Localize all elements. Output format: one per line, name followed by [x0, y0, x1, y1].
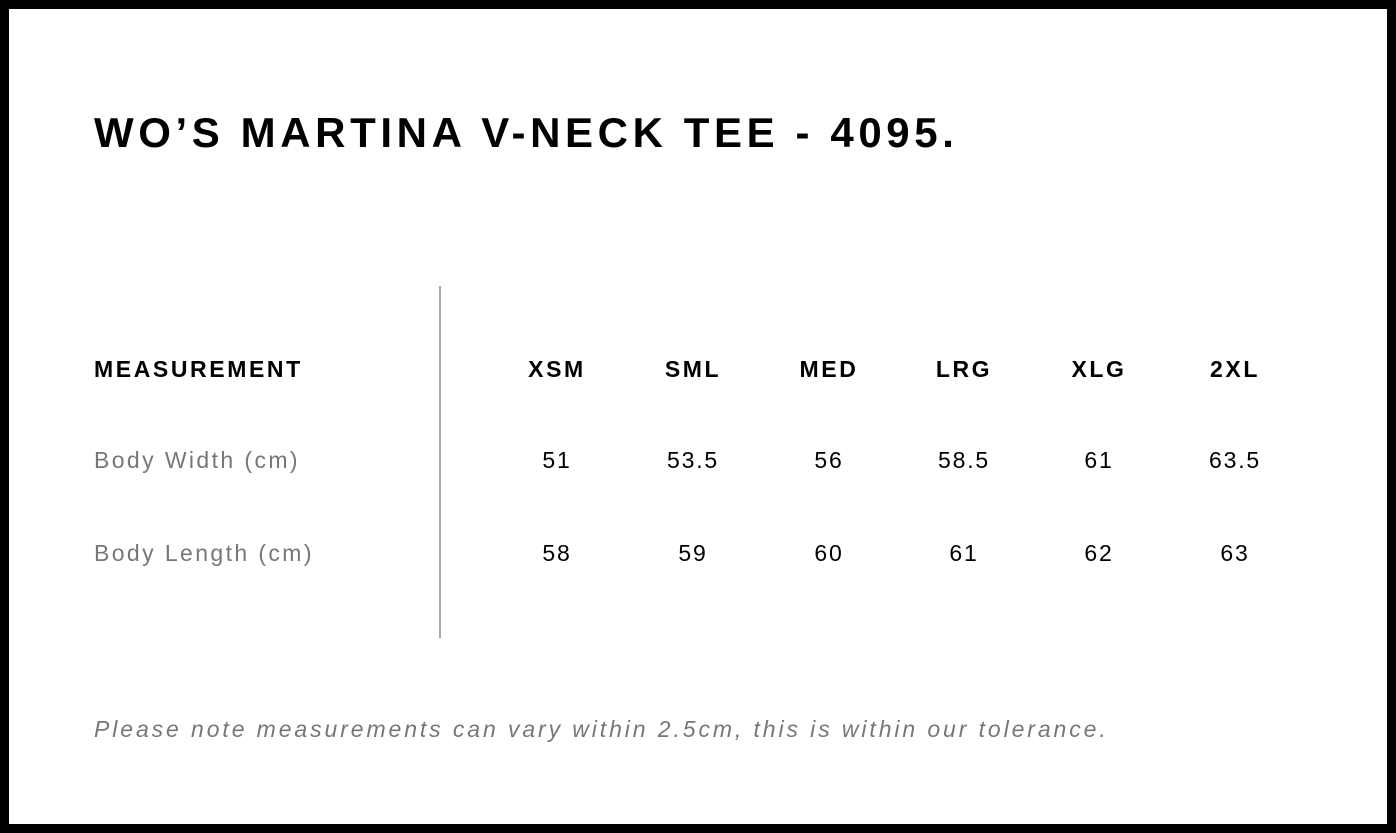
table-cell: 53.5 [667, 447, 719, 473]
table-cell: 63 [1220, 540, 1250, 566]
table-cell: 61 [949, 540, 979, 566]
size-header: MED [799, 356, 859, 382]
table-cell: 63.5 [1209, 447, 1261, 473]
size-header: LRG [935, 356, 993, 382]
table-cell: 60 [814, 540, 844, 566]
column-divider [439, 286, 441, 638]
size-chart-card: WO’S MARTINA V-NECK TEE - 4095. MEASUREM… [9, 9, 1387, 824]
size-header: 2XL [1210, 356, 1260, 382]
measurement-header: MEASUREMENT [94, 356, 303, 382]
size-header: XLG [1071, 356, 1127, 382]
table-cell: 62 [1084, 540, 1114, 566]
table-cell: 56 [814, 447, 844, 473]
table-cell: 61 [1084, 447, 1114, 473]
size-header: XSM [528, 356, 586, 382]
row-label-body-length: Body Length (cm) [94, 540, 314, 566]
table-cell: 58.5 [938, 447, 990, 473]
row-label-body-width: Body Width (cm) [94, 447, 300, 473]
tolerance-note: Please note measurements can vary within… [94, 716, 1109, 742]
table-cell: 58 [542, 540, 572, 566]
page-title: WO’S MARTINA V-NECK TEE - 4095. [94, 109, 959, 156]
table-cell: 59 [678, 540, 708, 566]
table-cell: 51 [542, 447, 572, 473]
size-header: SML [664, 356, 722, 382]
